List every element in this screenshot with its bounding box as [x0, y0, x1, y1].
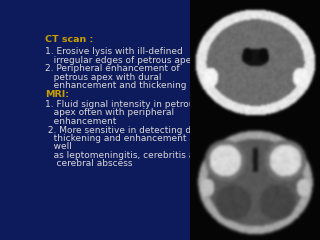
Text: thickening and enhancement as: thickening and enhancement as — [45, 134, 199, 143]
Text: 42: 42 — [276, 201, 285, 210]
Text: as leptomeningitis, cerebritis and: as leptomeningitis, cerebritis and — [45, 151, 206, 160]
Text: enhancement: enhancement — [45, 117, 116, 126]
Text: 1. Fluid signal intensity in petrous: 1. Fluid signal intensity in petrous — [45, 100, 199, 109]
Text: petrous apex with dural: petrous apex with dural — [45, 72, 162, 82]
Text: 1. Erosive lysis with ill-defined: 1. Erosive lysis with ill-defined — [45, 47, 183, 56]
Text: CT scan :: CT scan : — [45, 35, 93, 44]
Text: cerebral abscess: cerebral abscess — [45, 159, 132, 168]
Text: 2. More sensitive in detecting dural: 2. More sensitive in detecting dural — [45, 126, 209, 135]
Text: MRI:: MRI: — [45, 90, 69, 99]
Text: well: well — [45, 143, 72, 151]
Text: enhancement and thickening: enhancement and thickening — [45, 81, 187, 90]
Text: apex often with peripheral: apex often with peripheral — [45, 108, 174, 117]
Text: irregular edges of petrous apex: irregular edges of petrous apex — [45, 56, 196, 65]
Text: 2. Peripheral enhancement of: 2. Peripheral enhancement of — [45, 64, 180, 73]
